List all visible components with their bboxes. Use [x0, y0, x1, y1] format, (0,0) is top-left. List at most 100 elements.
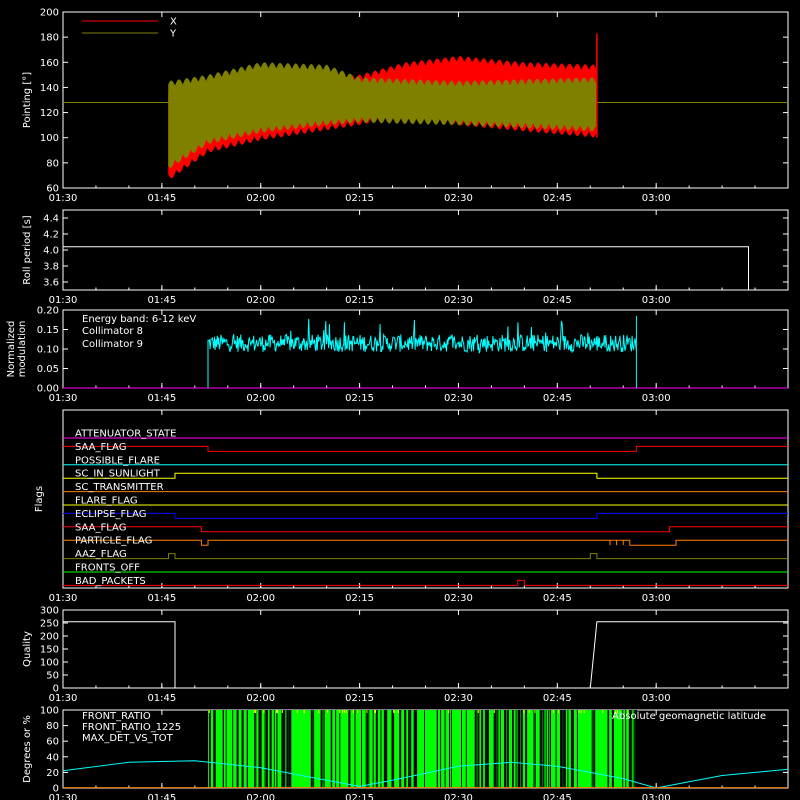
x-tick-label: 01:45 [147, 693, 176, 704]
series-line [63, 621, 788, 689]
series-front-ratio-1225 [208, 710, 638, 788]
panel-5: 01:30 01:45 02:00 02:15 02:30 02:45 03:00 0 50 10… [22, 606, 789, 704]
flag-label: SAA_FLAG [75, 522, 126, 533]
flag-label: AAZ_FLAG [75, 549, 127, 560]
flag-label: ECLIPSE_FLAG [75, 509, 146, 520]
x-tick-label: 02:30 [444, 193, 473, 204]
flag-label: SC_TRANSMITTER [75, 482, 164, 493]
plot-frame [62, 209, 789, 291]
x-tick-label: 01:30 [49, 793, 78, 800]
x-tick-label: 02:00 [246, 393, 275, 404]
x-tick-label: 01:45 [147, 393, 176, 404]
y-axis-label: Pointing [°] [22, 72, 33, 128]
flag-label: SC_IN_SUNLIGHT [75, 469, 161, 480]
y-axis-label: Degrees or % [22, 715, 33, 783]
x-tick-label: 01:30 [49, 193, 78, 204]
flag-line [63, 445, 788, 452]
flag-label: FRONTS_OFF [75, 563, 140, 574]
y-tick-label: 120 [40, 108, 59, 119]
flag-row: SC_IN_SUNLIGHT [63, 469, 788, 480]
x-tick-label: 02:15 [345, 193, 374, 204]
x-tick-label: 03:00 [642, 295, 671, 306]
x-tick-label: 02:15 [345, 793, 374, 800]
x-tick-label: 02:00 [246, 593, 275, 604]
flag-line [63, 539, 788, 546]
panel-6: 01:30 01:45 02:00 02:15 02:30 02:45 03:00 0 20 40… [22, 706, 789, 800]
flag-row: FRONTS_OFF [63, 563, 788, 574]
legend-label: FRONT_RATIO [82, 711, 151, 722]
x-tick-label: 03:00 [642, 693, 671, 704]
y-tick-label: 80 [46, 721, 59, 732]
y-tick-label: 0.20 [37, 306, 59, 317]
x-tick-label: 02:15 [345, 295, 374, 306]
flag-label: BAD_PACKETS [75, 576, 146, 587]
x-tick-label: 02:45 [543, 593, 572, 604]
y-tick-label: 160 [40, 58, 59, 69]
y-tick-label: 0.10 [37, 345, 59, 356]
x-tick-label: 02:00 [246, 295, 275, 306]
x-tick-label: 02:45 [543, 693, 572, 704]
y-tick-label: 300 [40, 606, 59, 617]
y-axis-label: Normalized [6, 321, 17, 378]
panel-3: 01:30 01:45 02:00 02:15 02:30 02:45 03:00 0.00 0… [6, 306, 789, 404]
flag-row: PARTICLE_FLAG [63, 536, 788, 547]
panel-4: 01:30 01:45 02:00 02:15 02:30 02:45 03:00 Flags… [34, 409, 789, 604]
x-tick-label: 01:30 [49, 295, 78, 306]
x-tick-label: 02:30 [444, 393, 473, 404]
y-axis-label: modulation [17, 321, 28, 378]
flag-row: SAA_FLAG [63, 522, 788, 533]
flag-row: ECLIPSE_FLAG [63, 509, 788, 520]
x-tick-label: 01:30 [49, 593, 78, 604]
y-tick-label: 3.8 [43, 262, 59, 273]
y-tick-label: 20 [46, 768, 59, 779]
y-axis-label: Roll period [s] [22, 215, 33, 284]
x-tick-label: 01:30 [49, 693, 78, 704]
y-tick-label: 100 [40, 133, 59, 144]
y-tick-label: 0.05 [37, 364, 59, 375]
y-tick-label: 0 [53, 784, 59, 795]
y-axis-label: Quality [22, 631, 33, 667]
flag-row: ATTENUATOR_STATE [63, 429, 788, 440]
y-tick-label: 60 [46, 184, 59, 195]
legend-label: MAX_DET_VS_TOT [82, 733, 174, 744]
flag-label: POSSIBLE_FLARE [75, 455, 160, 466]
y-tick-label: 4.2 [43, 230, 59, 241]
y-tick-label: 4.0 [43, 246, 59, 257]
flag-row: AAZ_FLAG [63, 549, 788, 560]
panel-1: 01:30 01:45 02:00 02:15 02:30 02:45 03:00 60 80 1… [22, 8, 789, 204]
energy-band-annotation: Energy band: 6-12 keV [82, 314, 196, 325]
flag-label: FLARE_FLAG [75, 496, 138, 507]
y-axis-label: Flags [34, 486, 45, 512]
series-collimator-8 [207, 315, 637, 388]
x-tick-label: 02:15 [345, 693, 374, 704]
x-tick-label: 01:30 [49, 393, 78, 404]
x-tick-label: 02:15 [345, 593, 374, 604]
x-tick-label: 02:30 [444, 793, 473, 800]
y-tick-label: 0 [53, 684, 59, 695]
y-tick-label: 3.6 [43, 278, 59, 289]
x-tick-label: 03:00 [642, 393, 671, 404]
x-tick-label: 02:45 [543, 793, 572, 800]
flag-label: PARTICLE_FLAG [75, 536, 152, 547]
x-tick-label: 01:45 [147, 193, 176, 204]
flag-row: BAD_PACKETS [63, 576, 788, 587]
x-tick-label: 02:45 [543, 295, 572, 306]
flag-line [63, 512, 788, 519]
y-tick-label: 0.15 [37, 325, 59, 336]
flag-line [63, 472, 788, 479]
legend-label: FRONT_RATIO_1225 [82, 722, 181, 733]
flag-label: SAA_FLAG [75, 442, 126, 453]
x-tick-label: 02:45 [543, 393, 572, 404]
x-tick-label: 02:45 [543, 193, 572, 204]
flag-row: SC_TRANSMITTER [63, 482, 788, 493]
x-tick-label: 02:00 [246, 793, 275, 800]
series-geomagnetic-latitude [62, 760, 789, 789]
y-tick-label: 140 [40, 83, 59, 94]
x-tick-label: 01:45 [147, 793, 176, 800]
panel-2: 01:30 01:45 02:00 02:15 02:30 02:45 03:00 3.6 3.… [22, 209, 789, 306]
x-tick-label: 02:30 [444, 693, 473, 704]
y-tick-label: 250 [40, 619, 59, 630]
y-tick-label: 50 [46, 671, 59, 682]
y-tick-label: 150 [40, 645, 59, 656]
flag-row: SAA_FLAG [63, 442, 788, 453]
